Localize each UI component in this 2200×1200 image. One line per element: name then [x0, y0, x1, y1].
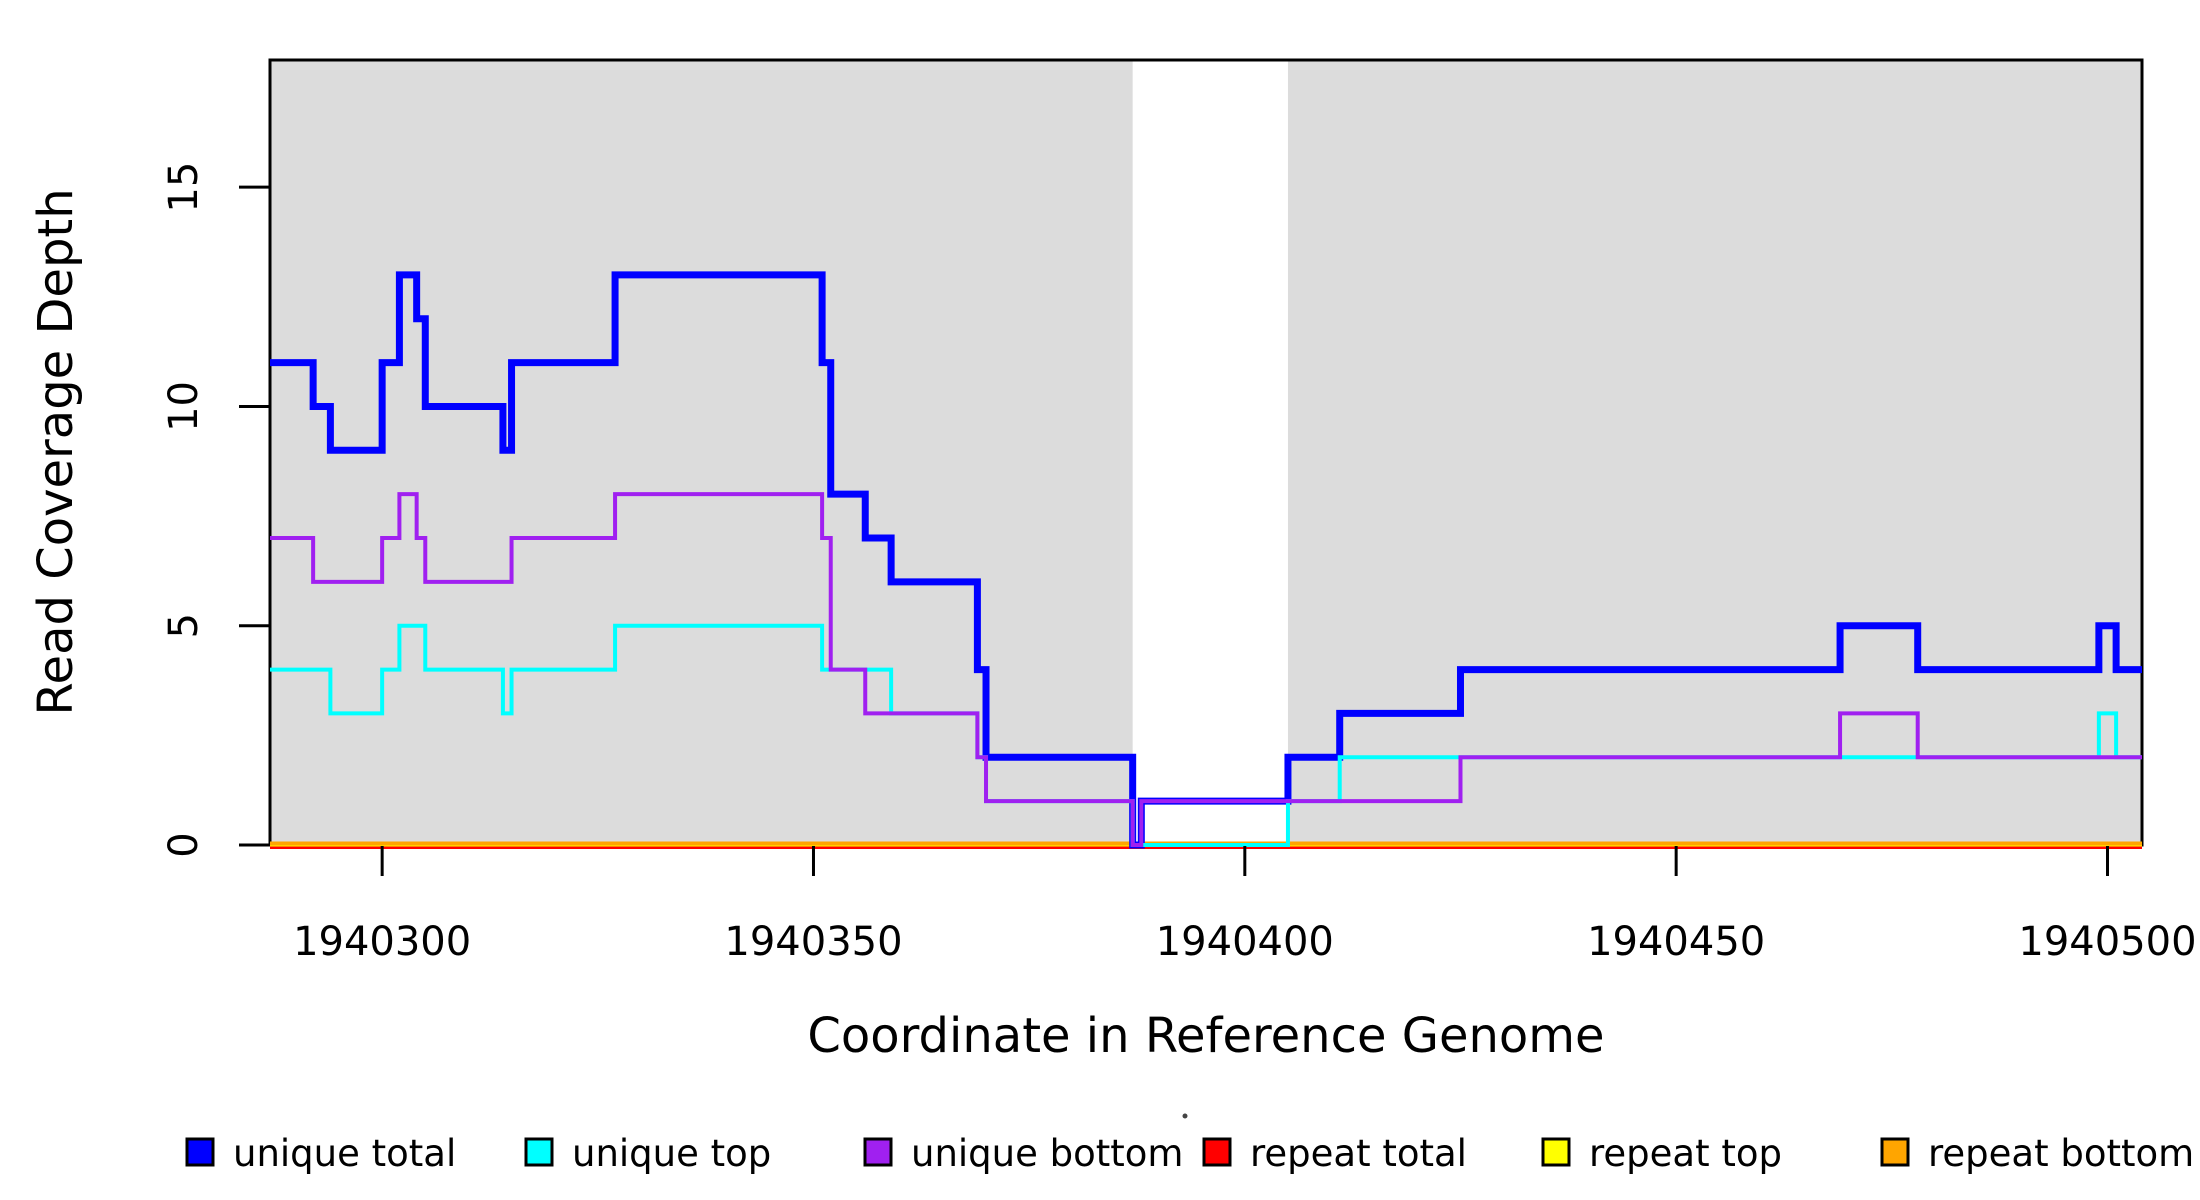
legend-label-unique-top: unique top — [572, 1132, 771, 1175]
legend-swatch-unique-total — [185, 1137, 215, 1167]
legend-label-repeat-total: repeat total — [1250, 1132, 1467, 1175]
x-tick-label: 1940450 — [1587, 919, 1765, 965]
legend-swatch-unique-top — [524, 1137, 554, 1167]
x-tick-label: 1940350 — [724, 919, 902, 965]
shaded-region — [1287, 60, 2142, 845]
legend-label-repeat-top: repeat top — [1589, 1132, 1782, 1175]
y-tick-label: 0 — [161, 832, 207, 857]
legend-label-unique-total: unique total — [233, 1132, 456, 1175]
shaded-regions — [270, 60, 2142, 845]
y-axis-title: Read Coverage Depth — [28, 188, 84, 715]
series-lines — [270, 271, 2142, 849]
legend-swatch-repeat-bottom — [1880, 1137, 1910, 1167]
series-line-unique-total — [270, 271, 2142, 849]
legend-swatch-repeat-top — [1541, 1137, 1571, 1167]
legend-label-repeat-bottom: repeat bottom — [1928, 1132, 2194, 1175]
stray-dot-artifact — [1182, 1113, 1188, 1119]
x-tick-label: 1940500 — [2018, 919, 2196, 965]
series-line-unique-bottom — [270, 492, 2142, 847]
legend: unique total unique top unique bottom repea… — [185, 1132, 2194, 1175]
legend-label-unique-bottom: unique bottom — [911, 1132, 1183, 1175]
x-axis-title: Coordinate in Reference Genome — [807, 1008, 1604, 1064]
legend-swatch-unique-bottom — [863, 1137, 893, 1167]
y-tick-label: 15 — [161, 162, 207, 213]
y-tick-label: 5 — [161, 613, 207, 638]
x-tick-label: 1940400 — [1156, 919, 1334, 965]
axes: 1940300 1940350 1940400 1940450 1940500 0 5 10 1… — [161, 162, 2197, 965]
y-tick-label: 10 — [161, 381, 207, 432]
legend-swatch-repeat-total — [1202, 1137, 1232, 1167]
x-tick-label: 1940300 — [293, 919, 471, 965]
shaded-region — [270, 60, 1133, 845]
